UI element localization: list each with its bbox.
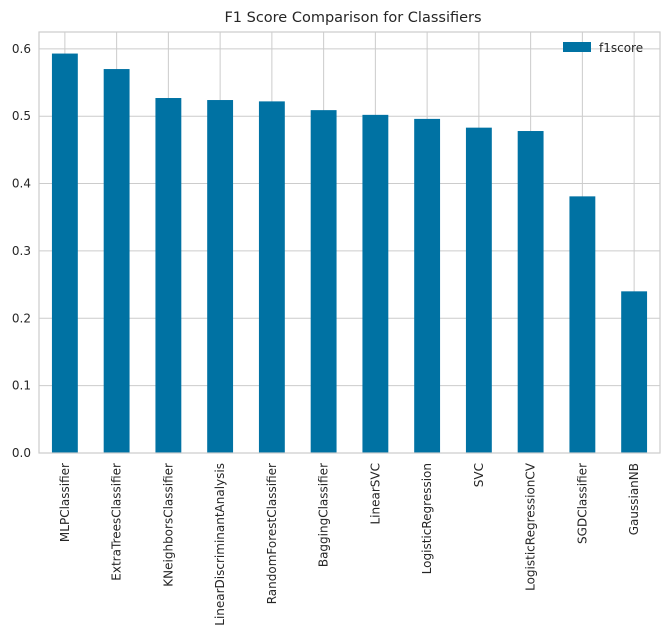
y-tick-label: 0.0 — [12, 446, 31, 460]
bar — [51, 53, 78, 453]
plot-frame — [38, 31, 661, 454]
x-tick-label: LinearDiscriminantAnalysis — [213, 463, 227, 626]
legend-swatch — [563, 42, 591, 52]
bar — [103, 69, 130, 453]
x-tick-label: KNeighborsClassifier — [161, 463, 175, 587]
y-tick-label: 0.4 — [12, 177, 31, 191]
legend-label: f1score — [599, 41, 643, 55]
x-tick-label: MLPClassifier — [58, 463, 72, 542]
bar — [414, 118, 441, 453]
x-tick-label: GaussianNB — [627, 463, 641, 535]
y-tick-label: 0.3 — [12, 244, 31, 258]
x-tick-label: LogisticRegression — [420, 463, 434, 574]
y-axis-ticks: 0.0 0.1 0.2 0.3 0.4 0.5 0.6 — [12, 42, 31, 460]
legend: f1score — [563, 41, 643, 55]
bar — [207, 100, 234, 453]
x-tick-label: SGDClassifier — [575, 463, 589, 544]
x-tick-label: BaggingClassifier — [317, 463, 331, 567]
bar — [621, 291, 648, 453]
x-tick-label: SVC — [472, 463, 486, 487]
bar — [258, 101, 285, 453]
x-tick-label: ExtraTreesClassifier — [110, 463, 124, 581]
grid-lines — [39, 32, 660, 454]
y-tick-label: 0.2 — [12, 311, 31, 325]
y-tick-label: 0.1 — [12, 379, 31, 393]
bar — [310, 110, 337, 453]
y-tick-label: 0.5 — [12, 109, 31, 123]
bars — [51, 53, 648, 454]
chart-title: F1 Score Comparison for Classifiers — [224, 10, 481, 26]
bar — [517, 131, 544, 453]
bar — [465, 127, 492, 454]
y-tick-label: 0.6 — [12, 42, 31, 56]
bar — [362, 114, 389, 454]
bar — [155, 98, 182, 453]
x-axis-ticks: MLPClassifier ExtraTreesClassifier KNeighb… — [58, 462, 641, 626]
axes-frame — [38, 31, 661, 454]
bar — [569, 196, 596, 453]
x-tick-label: LogisticRegressionCV — [524, 462, 538, 591]
x-tick-label: LinearSVC — [368, 463, 382, 525]
x-tick-label: RandomForestClassifier — [265, 463, 279, 604]
